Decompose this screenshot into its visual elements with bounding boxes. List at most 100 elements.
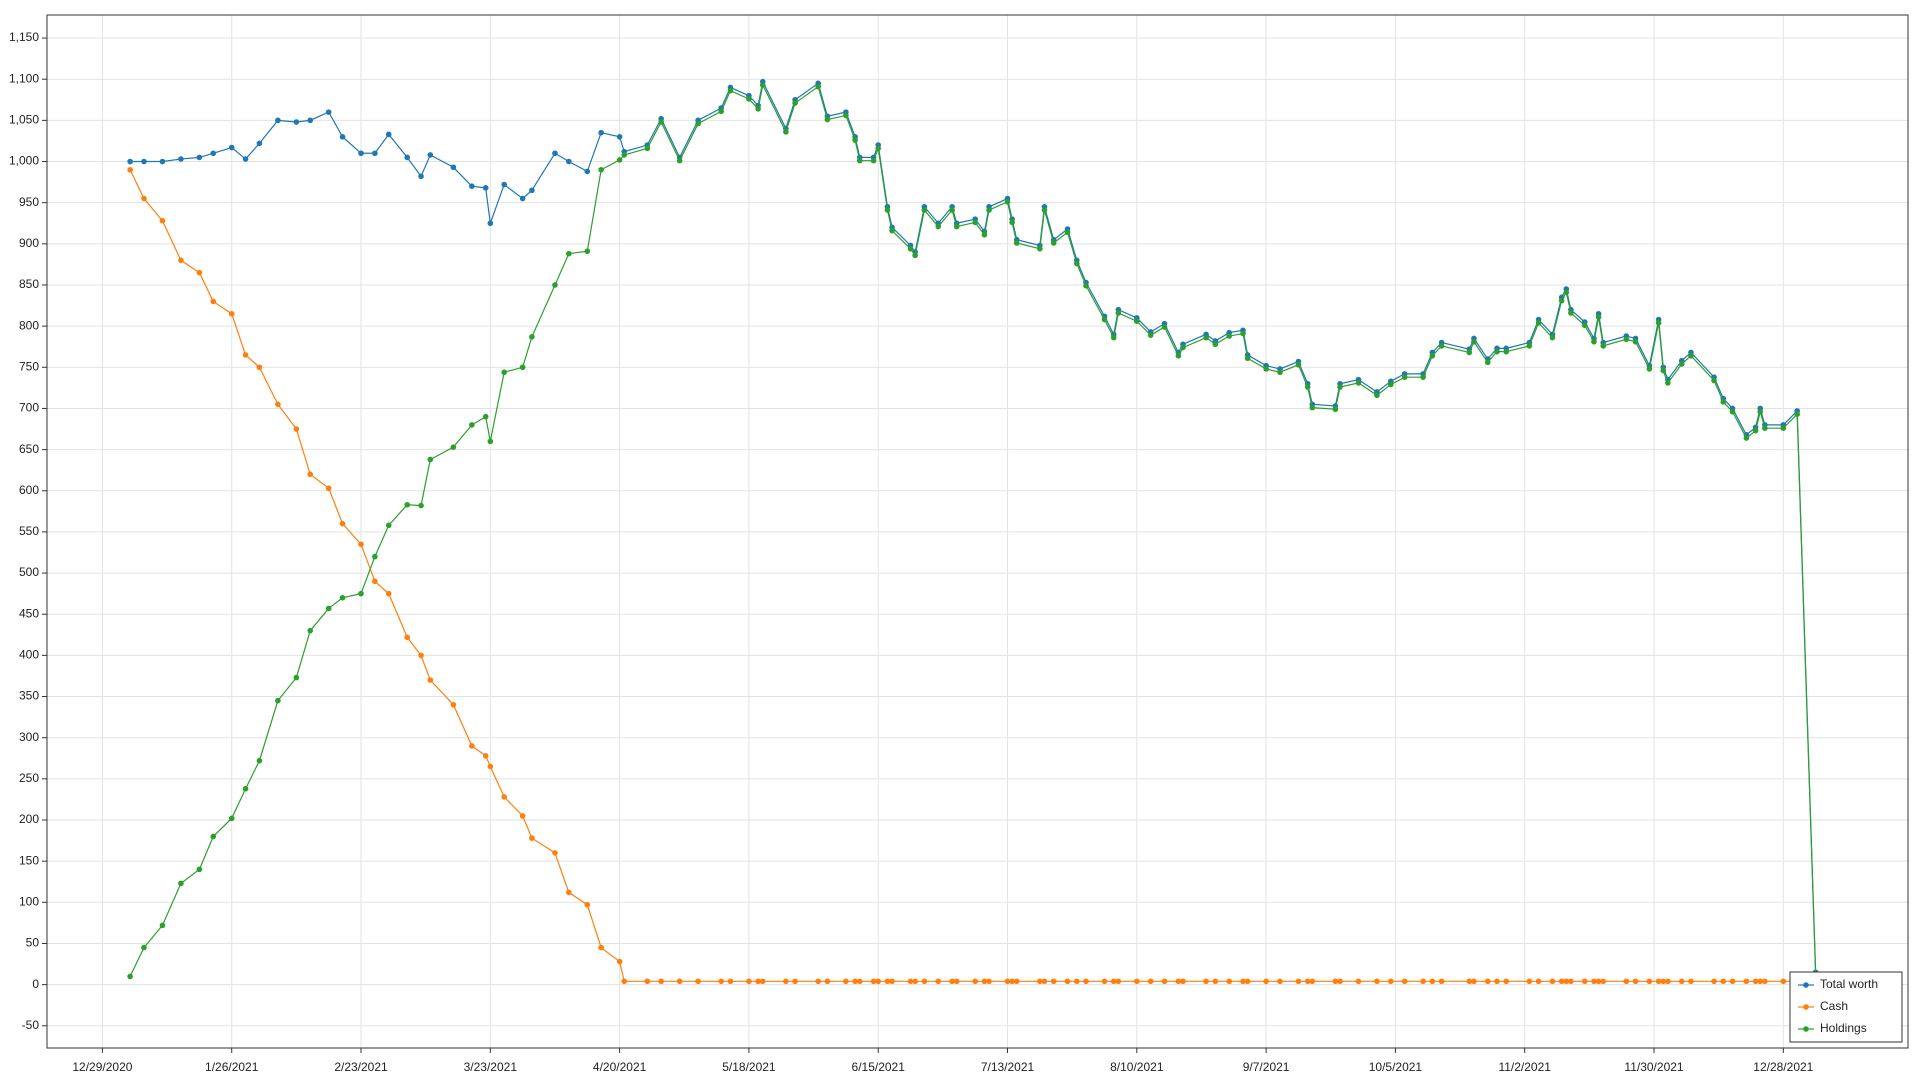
data-point bbox=[1175, 352, 1182, 359]
x-tick-label: 3/23/2021 bbox=[464, 1060, 518, 1074]
data-point bbox=[1720, 399, 1727, 405]
data-point bbox=[178, 257, 184, 264]
legend-label: Holdings bbox=[1820, 1021, 1867, 1035]
data-point bbox=[242, 156, 249, 162]
data-point bbox=[889, 978, 895, 985]
data-point bbox=[487, 763, 494, 770]
data-point bbox=[1263, 366, 1269, 372]
data-point bbox=[487, 220, 494, 227]
y-tick-label: 900 bbox=[19, 236, 39, 250]
data-point bbox=[1595, 314, 1602, 320]
data-point bbox=[1101, 316, 1108, 323]
data-point bbox=[1729, 408, 1736, 415]
data-point bbox=[1466, 349, 1473, 356]
data-point bbox=[1591, 338, 1597, 345]
data-point bbox=[339, 520, 346, 527]
data-point bbox=[598, 166, 604, 173]
data-point bbox=[824, 116, 831, 123]
data-point bbox=[621, 152, 628, 158]
data-point bbox=[141, 944, 147, 951]
data-point bbox=[1212, 978, 1219, 985]
data-point bbox=[616, 157, 623, 163]
data-point bbox=[159, 217, 166, 224]
data-point bbox=[1226, 978, 1232, 985]
data-point bbox=[1387, 978, 1394, 985]
data-point bbox=[621, 978, 628, 985]
data-point bbox=[875, 145, 882, 152]
y-tick-label: 400 bbox=[19, 648, 39, 662]
data-point bbox=[404, 634, 410, 641]
data-point bbox=[755, 106, 761, 112]
data-point bbox=[759, 82, 766, 88]
data-point bbox=[293, 426, 300, 432]
data-point bbox=[1655, 320, 1662, 326]
data-point bbox=[949, 978, 955, 985]
legend-marker bbox=[1803, 1026, 1809, 1032]
data-point bbox=[1678, 978, 1685, 985]
data-point bbox=[972, 978, 978, 985]
data-point bbox=[127, 166, 133, 173]
data-point bbox=[1729, 978, 1736, 985]
data-point bbox=[889, 227, 895, 234]
y-tick-label: 950 bbox=[19, 195, 39, 209]
data-point bbox=[792, 978, 798, 985]
data-point bbox=[1632, 978, 1639, 985]
data-point bbox=[981, 231, 988, 238]
y-tick-label: 300 bbox=[19, 730, 39, 744]
legend-marker bbox=[1803, 982, 1809, 988]
data-point bbox=[1678, 361, 1685, 367]
x-tick-label: 11/30/2021 bbox=[1624, 1060, 1683, 1074]
data-point bbox=[1083, 978, 1089, 985]
data-point bbox=[875, 978, 882, 985]
x-tick-label: 2/23/2021 bbox=[334, 1060, 388, 1074]
data-point bbox=[469, 183, 475, 190]
data-point bbox=[1780, 978, 1787, 985]
data-point bbox=[1503, 348, 1510, 355]
data-point bbox=[529, 187, 535, 194]
y-tick-label: 1,150 bbox=[9, 30, 39, 44]
data-point bbox=[210, 298, 217, 305]
data-point bbox=[1484, 978, 1491, 985]
data-point bbox=[178, 156, 184, 162]
data-point bbox=[1591, 978, 1597, 985]
data-point bbox=[178, 880, 184, 887]
y-tick-label: 1,050 bbox=[9, 113, 39, 127]
data-point bbox=[450, 164, 457, 171]
data-point bbox=[1101, 978, 1108, 985]
data-point bbox=[159, 922, 166, 929]
data-point bbox=[856, 157, 863, 164]
data-point bbox=[824, 978, 831, 985]
data-point bbox=[242, 352, 249, 358]
data-point bbox=[141, 158, 147, 165]
data-point bbox=[1688, 352, 1694, 359]
data-point bbox=[385, 131, 392, 138]
data-point bbox=[1337, 384, 1343, 390]
data-point bbox=[1083, 283, 1089, 289]
data-point bbox=[921, 207, 928, 213]
data-point bbox=[1655, 978, 1662, 985]
data-point bbox=[404, 501, 410, 508]
y-tick-label: 500 bbox=[19, 565, 39, 579]
y-tick-label: 0 bbox=[32, 977, 39, 991]
data-point bbox=[658, 119, 664, 125]
data-point bbox=[552, 282, 558, 288]
data-point bbox=[1660, 367, 1667, 374]
data-point bbox=[1304, 384, 1311, 390]
data-point bbox=[1558, 297, 1565, 304]
data-point bbox=[1277, 369, 1283, 376]
data-point bbox=[1665, 380, 1671, 386]
y-tick-label: 200 bbox=[19, 812, 39, 826]
data-point bbox=[325, 109, 332, 115]
data-point bbox=[275, 697, 281, 704]
data-point bbox=[1134, 978, 1140, 985]
data-point bbox=[1484, 359, 1491, 366]
data-point bbox=[141, 195, 147, 202]
x-tick-label: 11/2/2021 bbox=[1498, 1060, 1551, 1074]
data-point bbox=[1244, 978, 1251, 985]
data-point bbox=[385, 590, 392, 597]
data-point bbox=[1355, 978, 1362, 985]
data-point bbox=[418, 173, 424, 180]
data-point bbox=[1757, 978, 1764, 985]
data-point bbox=[815, 978, 821, 985]
data-point bbox=[1743, 978, 1750, 985]
